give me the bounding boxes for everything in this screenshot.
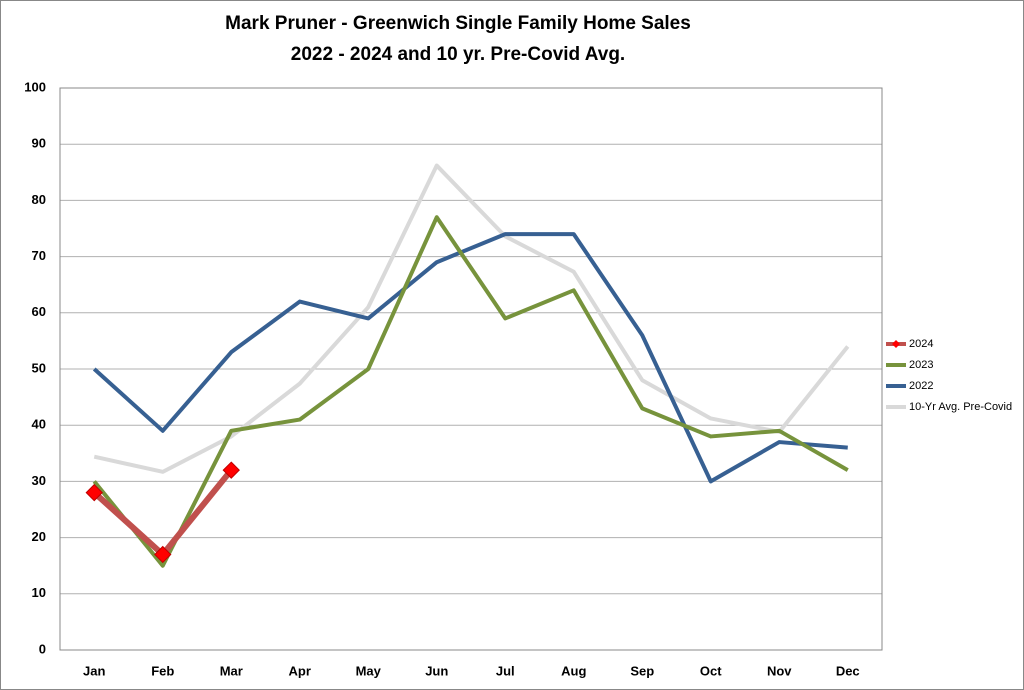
chart-subtitle: 2022 - 2024 and 10 yr. Pre-Covid Avg.	[291, 44, 625, 65]
legend-label: 10-Yr Avg. Pre-Covid	[909, 401, 1012, 413]
x-tick-label: Jun	[425, 663, 448, 678]
legend-label: 2024	[909, 338, 933, 350]
x-tick-label: Jul	[496, 663, 515, 678]
y-tick-label: 60	[32, 304, 46, 319]
point-marker	[154, 545, 172, 564]
x-tick-label: Nov	[767, 663, 792, 678]
x-tick-label: Mar	[220, 663, 243, 678]
series-line	[92, 215, 849, 568]
x-tick-label: Apr	[289, 663, 311, 678]
x-tick-label: Sep	[630, 663, 654, 678]
x-tick-label: Dec	[836, 663, 860, 678]
x-tick-label: Oct	[700, 663, 722, 678]
series-line	[93, 163, 850, 474]
y-tick-label: 100	[24, 79, 46, 94]
point-marker	[85, 483, 103, 502]
plot-frame	[59, 87, 883, 651]
y-tick-label: 50	[32, 360, 46, 375]
legend-marker	[892, 340, 900, 348]
legend-label: 2023	[909, 359, 933, 371]
point-marker	[222, 461, 240, 479]
x-tick-label: May	[356, 663, 382, 678]
y-tick-label: 90	[32, 136, 46, 151]
y-tick-label: 0	[39, 641, 46, 656]
y-tick-label: 20	[32, 529, 46, 544]
legend-label: 2022	[909, 380, 933, 392]
x-tick-label: Jan	[83, 663, 105, 678]
y-tick-label: 10	[32, 585, 46, 600]
y-tick-label: 80	[32, 192, 46, 207]
y-tick-label: 30	[32, 473, 46, 488]
x-tick-label: Aug	[561, 663, 586, 678]
series-line	[92, 232, 848, 484]
y-tick-label: 40	[32, 417, 46, 432]
chart-title: Mark Pruner - Greenwich Single Family Ho…	[225, 13, 691, 34]
y-tick-label: 70	[32, 248, 46, 263]
x-tick-label: Feb	[151, 663, 174, 678]
